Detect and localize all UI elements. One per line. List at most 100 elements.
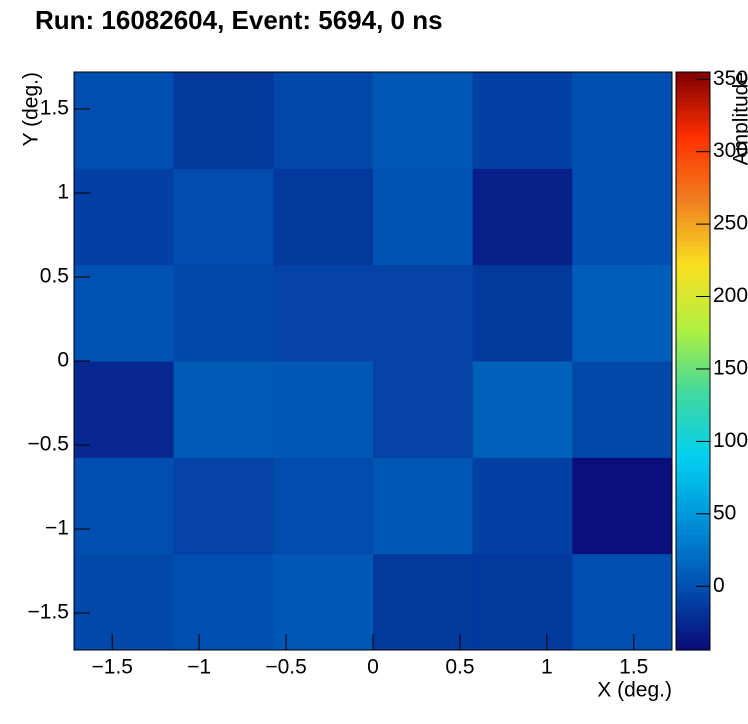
colorbar-segment — [676, 96, 710, 102]
x-tick-label: 0.5 — [445, 656, 474, 679]
colorbar-segment — [676, 86, 710, 92]
colorbar-segment — [676, 645, 710, 651]
colorbar-segment — [676, 394, 710, 401]
colorbar-segment — [676, 568, 710, 574]
colorbar-segment — [676, 606, 710, 613]
colorbar-segment — [676, 529, 710, 535]
colorbar-segment — [676, 298, 710, 304]
colorbar-segment — [676, 288, 710, 295]
chart-title: Run: 16082604, Event: 5694, 0 ns — [35, 5, 443, 35]
colorbar-segment — [676, 182, 710, 189]
colorbar-segment — [676, 216, 710, 222]
heatmap-cell — [74, 361, 175, 458]
colorbar-segment — [676, 457, 710, 463]
colorbar-tick-label: 50 — [713, 501, 736, 524]
colorbar-tick-label: 150 — [713, 357, 748, 380]
colorbar-segment — [676, 389, 710, 396]
colorbar-segment — [676, 452, 710, 458]
y-tick-label: −1.5 — [28, 601, 69, 624]
colorbar-segment — [676, 582, 710, 588]
colorbar-tick-label: 350 — [713, 67, 748, 90]
x-tick-label: 1 — [541, 656, 553, 679]
colorbar-segment — [676, 495, 710, 502]
heatmap-cell — [572, 361, 673, 458]
heatmap-cell — [472, 553, 573, 651]
y-tick-label: 0.5 — [40, 265, 69, 288]
colorbar-segment — [676, 587, 710, 593]
heatmap-cell — [273, 457, 374, 555]
colorbar-segment — [676, 515, 710, 521]
colorbar-segment — [676, 563, 710, 569]
colorbar-segment — [676, 221, 710, 227]
colorbar-segment — [676, 423, 710, 430]
colorbar-segment — [676, 597, 710, 603]
y-tick-label: −1 — [45, 517, 69, 540]
colorbar-segment — [676, 235, 710, 242]
colorbar-segment — [676, 418, 710, 425]
heatmap-cell — [472, 168, 573, 266]
heatmap-cell — [74, 72, 175, 169]
colorbar-segment — [676, 346, 710, 352]
heatmap-cell — [173, 72, 274, 169]
colorbar-segment — [676, 332, 710, 338]
colorbar-segment — [676, 621, 710, 627]
colorbar-segment — [676, 139, 710, 145]
colorbar-segment — [676, 534, 710, 540]
colorbar-segment — [676, 269, 710, 275]
colorbar-segment — [676, 442, 710, 449]
colorbar-segment — [676, 230, 710, 237]
colorbar-segment — [676, 462, 710, 468]
colorbar-segment — [676, 245, 710, 251]
colorbar-segment — [676, 312, 710, 319]
colorbar-segment — [676, 124, 710, 131]
colorbar-segment — [676, 240, 710, 246]
heatmap-cell — [173, 264, 274, 362]
colorbar-segment — [676, 149, 710, 155]
heatmap-cell — [273, 361, 374, 458]
colorbar-segment — [676, 187, 710, 194]
colorbar-segment — [676, 365, 710, 372]
colorbar-label: Amplitude — [730, 72, 748, 165]
colorbar-segment — [676, 630, 710, 637]
colorbar-segment — [676, 428, 710, 434]
colorbar-segment — [676, 153, 710, 160]
colorbar-segment — [676, 577, 710, 584]
heatmap-cell — [572, 168, 673, 266]
colorbar-tick-label: 200 — [713, 284, 748, 307]
colorbar-segment — [676, 539, 710, 545]
colorbar-segment — [676, 370, 710, 377]
heatmap-cell — [173, 457, 274, 555]
heatmap-cell — [373, 457, 474, 555]
colorbar-segment — [676, 375, 710, 381]
colorbar-segment — [676, 433, 710, 439]
colorbar-segment — [676, 486, 710, 492]
y-tick-label: 1.5 — [40, 97, 69, 120]
heatmap-cell — [74, 553, 175, 651]
colorbar-segment — [676, 544, 710, 550]
colorbar-segment — [676, 351, 710, 357]
colorbar-segment — [676, 168, 710, 174]
heatmap-cell — [572, 457, 673, 555]
x-tick-label: −1 — [187, 656, 211, 679]
colorbar-segment — [676, 76, 710, 83]
heatmap-cell — [572, 72, 673, 169]
colorbar-segment — [676, 558, 710, 564]
colorbar-segment — [676, 611, 710, 617]
colorbar-segment — [676, 572, 710, 579]
colorbar-segment — [676, 100, 710, 107]
colorbar-segment — [676, 274, 710, 280]
colorbar-segment — [676, 481, 710, 487]
heatmap-cell — [373, 72, 474, 169]
colorbar-segment — [676, 505, 710, 511]
heatmap-cell — [273, 72, 374, 169]
colorbar-tick-label: 100 — [713, 429, 748, 452]
colorbar-segment — [676, 250, 710, 256]
heatmap-cell — [273, 168, 374, 266]
colorbar-segment — [676, 341, 710, 348]
colorbar-segment — [676, 471, 710, 478]
heatmap-cell — [74, 168, 175, 266]
colorbar-tick-label: 0 — [713, 574, 725, 597]
colorbar-segment — [676, 158, 710, 165]
x-tick-label: 0 — [367, 656, 379, 679]
